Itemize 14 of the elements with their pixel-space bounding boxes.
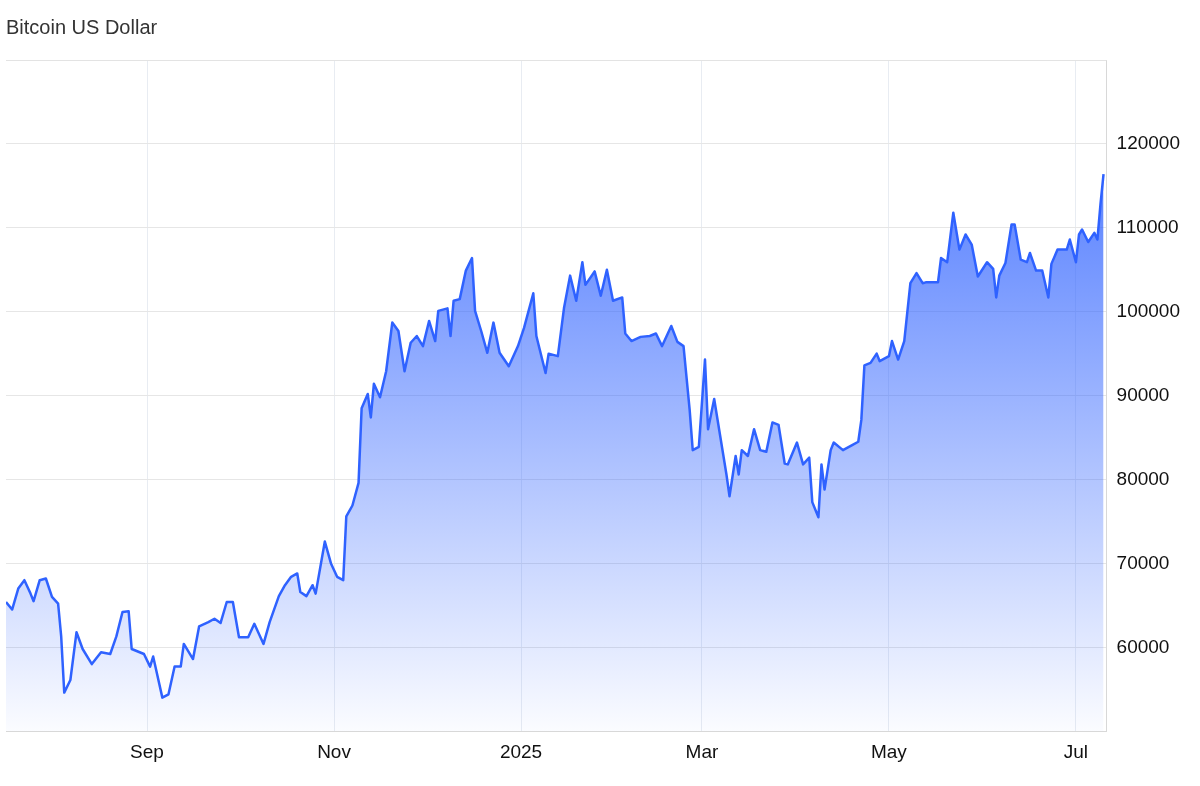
x-tick-label: 2025 [499,740,543,762]
y-tick-label: 100000 [1116,299,1180,321]
y-tick-label: 80000 [1116,467,1170,489]
y-tick-label: 90000 [1116,383,1170,405]
y-tick-label: 120000 [1116,132,1180,154]
y-tick-label: 60000 [1116,635,1170,657]
x-tick-label: Mar [685,740,719,762]
x-tick-label: Nov [317,740,352,762]
x-tick-label: May [870,740,908,762]
y-tick-label: 70000 [1116,551,1170,573]
x-tick-label: Jul [1063,740,1089,762]
y-tick-label: 110000 [1116,216,1179,238]
x-tick-label: Sep [130,740,164,762]
chart-title: Bitcoin US Dollar [6,15,158,38]
